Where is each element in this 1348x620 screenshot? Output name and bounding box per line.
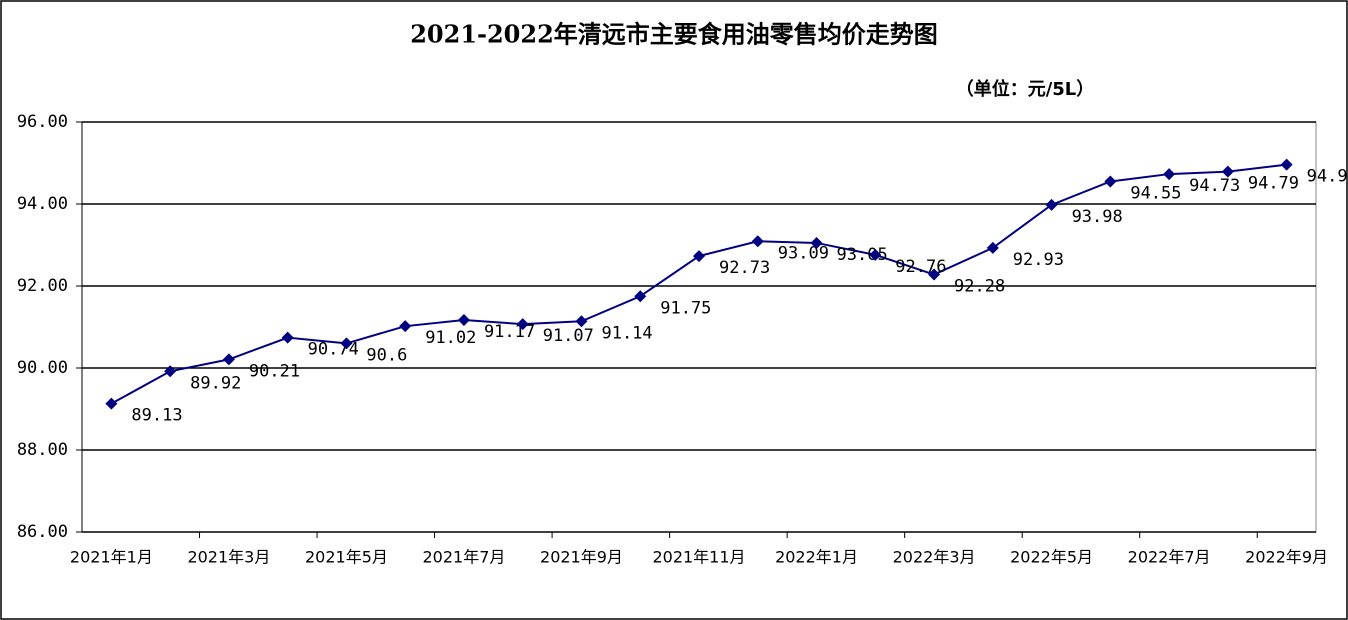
data-label: 91.02 bbox=[425, 328, 476, 348]
x-tick-label: 2021年1月 bbox=[70, 548, 153, 567]
data-point bbox=[869, 248, 882, 261]
data-point bbox=[457, 314, 470, 327]
data-label: 93.09 bbox=[778, 243, 829, 263]
y-tick-label: 86.00 bbox=[17, 522, 68, 542]
x-tick-label: 2021年9月 bbox=[540, 548, 623, 567]
x-tick-label: 2022年9月 bbox=[1245, 548, 1328, 567]
data-point bbox=[1163, 168, 1176, 181]
data-label: 94.79 bbox=[1248, 174, 1299, 194]
data-label: 94.96 bbox=[1307, 167, 1348, 187]
data-point bbox=[399, 320, 412, 333]
data-point bbox=[751, 235, 764, 248]
data-label: 91.75 bbox=[660, 298, 711, 318]
y-tick-label: 88.00 bbox=[17, 440, 68, 460]
y-tick-label: 92.00 bbox=[17, 276, 68, 296]
data-point bbox=[1221, 165, 1234, 178]
x-tick-label: 2021年5月 bbox=[305, 548, 388, 567]
data-label: 91.14 bbox=[601, 323, 652, 343]
data-label: 89.92 bbox=[190, 373, 241, 393]
data-point bbox=[1280, 158, 1293, 171]
data-label: 89.13 bbox=[131, 406, 182, 426]
data-label: 90.6 bbox=[366, 345, 407, 365]
data-label: 90.21 bbox=[249, 361, 300, 381]
data-point bbox=[986, 241, 999, 254]
data-point bbox=[1045, 198, 1058, 211]
chart-title: 2021-2022年清远市主要食用油零售均价走势图 bbox=[410, 20, 938, 49]
x-tick-label: 2022年1月 bbox=[775, 548, 858, 567]
y-tick-label: 94.00 bbox=[17, 194, 68, 214]
y-tick-label: 96.00 bbox=[17, 112, 68, 132]
data-label: 92.28 bbox=[954, 277, 1005, 297]
data-label: 94.55 bbox=[1130, 183, 1181, 203]
data-point bbox=[516, 318, 529, 331]
data-point bbox=[634, 290, 647, 303]
data-label: 94.73 bbox=[1189, 176, 1240, 196]
data-point bbox=[281, 331, 294, 344]
y-tick-label: 90.00 bbox=[17, 358, 68, 378]
data-point bbox=[693, 250, 705, 263]
x-tick-label: 2021年7月 bbox=[422, 548, 505, 567]
data-label: 93.98 bbox=[1072, 207, 1123, 227]
data-point bbox=[105, 397, 118, 410]
data-point bbox=[222, 353, 235, 366]
data-label: 91.07 bbox=[543, 326, 594, 346]
x-tick-label: 2021年3月 bbox=[187, 548, 270, 567]
plot-area bbox=[81, 121, 1317, 533]
x-tick-label: 2022年3月 bbox=[893, 548, 976, 567]
data-point bbox=[164, 365, 177, 378]
data-point bbox=[575, 315, 588, 328]
data-label: 92.93 bbox=[1013, 250, 1064, 270]
x-tick-label: 2022年7月 bbox=[1128, 548, 1211, 567]
data-point bbox=[810, 236, 823, 249]
x-tick-label: 2021年11月 bbox=[652, 548, 745, 567]
unit-label: （单位：元/5L） bbox=[956, 78, 1095, 100]
data-point bbox=[928, 268, 941, 281]
data-label: 92.73 bbox=[719, 258, 770, 278]
x-tick-label: 2022年5月 bbox=[1010, 548, 1093, 567]
data-point bbox=[340, 337, 353, 350]
data-point bbox=[1104, 175, 1117, 188]
